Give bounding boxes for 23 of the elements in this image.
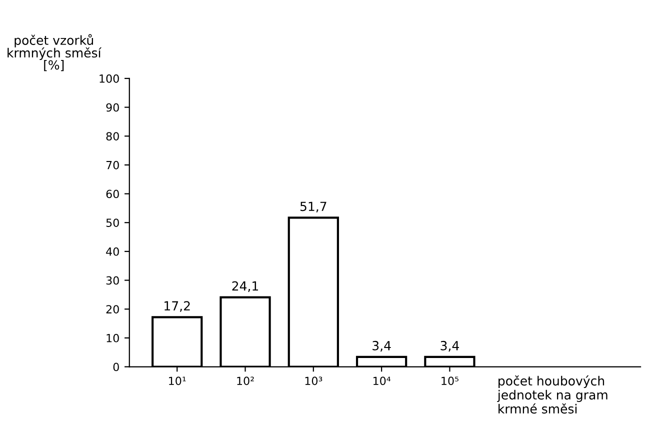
data-label: 3,4 <box>440 340 459 352</box>
y-tick-label: 50 <box>106 218 119 227</box>
y-tick-label: 70 <box>106 160 119 170</box>
y-tick-label: 30 <box>106 276 119 285</box>
x-tick-label: 10⁴ <box>373 376 390 386</box>
x-tick-label: 10¹ <box>169 376 186 386</box>
data-label: 24,1 <box>232 281 258 292</box>
data-label: 51,7 <box>300 202 326 212</box>
x-tick-label: 10³ <box>305 376 322 386</box>
y-tick-label: 10 <box>106 334 119 342</box>
data-label: 17,2 <box>164 301 190 312</box>
y-tick-label: 20 <box>106 305 119 314</box>
y-tick-label: 100 <box>100 74 119 83</box>
y-tick-label: 40 <box>106 247 119 256</box>
y-tick-label: 90 <box>106 103 119 112</box>
y-tick-label: 60 <box>106 190 119 198</box>
x-tick-label: 10² <box>237 376 254 386</box>
x-tick-label: 10⁵ <box>442 376 458 386</box>
x-axis-title: počet houbových jednotek na gram krmné směsi <box>497 375 608 414</box>
y-axis-title: počet vzorků krmných směsí [%] <box>8 34 102 72</box>
data-label: 3,4 <box>372 340 391 352</box>
y-tick-label: 80 <box>106 132 119 140</box>
y-tick-label: 0 <box>113 362 119 372</box>
